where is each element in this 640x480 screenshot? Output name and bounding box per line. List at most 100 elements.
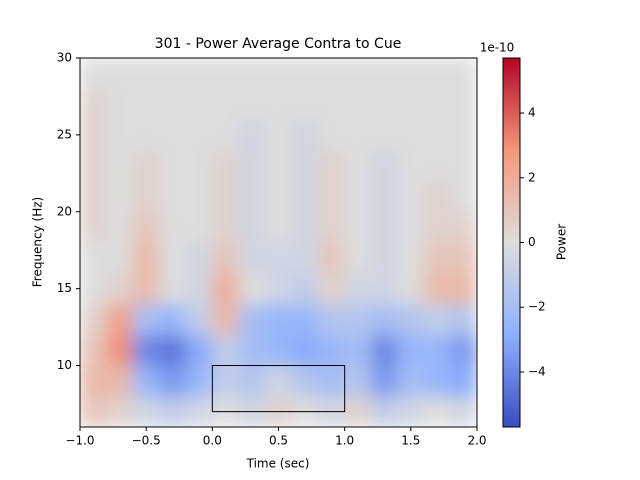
heatmap-cell <box>132 211 160 243</box>
heatmap-cell <box>132 365 160 397</box>
heatmap-cell <box>423 303 451 336</box>
heatmap-cell <box>264 365 293 397</box>
heatmap-cell <box>212 334 240 366</box>
heatmap-cell <box>423 365 451 397</box>
heatmap-cells <box>80 58 477 427</box>
heatmap-cell <box>397 303 425 336</box>
heatmap-cell <box>423 58 451 90</box>
heatmap-cell <box>397 88 425 120</box>
heatmap-cell <box>370 149 398 182</box>
x-tick-label: 2.0 <box>467 434 486 448</box>
heatmap-cell <box>397 149 425 182</box>
heatmap-cell <box>344 395 372 427</box>
heatmap-cell <box>344 365 372 397</box>
heatmap-cell <box>185 334 213 366</box>
heatmap-cell <box>344 334 372 366</box>
heatmap-cell <box>106 58 134 90</box>
heatmap-cell <box>291 365 319 397</box>
heatmap-cell <box>370 180 398 213</box>
heatmap-cell <box>132 272 160 305</box>
heatmap-cell <box>159 272 187 305</box>
heatmap-cell <box>159 365 187 397</box>
heatmap-cell <box>106 180 134 213</box>
heatmap-cell <box>106 242 134 274</box>
heatmap-cell <box>397 272 425 305</box>
colorbar-tick-label: 4 <box>528 106 536 120</box>
heatmap-cell <box>238 149 266 182</box>
heatmap-cell <box>132 334 160 366</box>
heatmap-cell <box>132 242 160 274</box>
heatmap-cell <box>159 119 187 151</box>
heatmap-cell <box>212 149 240 182</box>
heatmap-cell <box>80 180 107 213</box>
heatmap-cell <box>185 272 213 305</box>
heatmap-cell <box>264 149 293 182</box>
heatmap-cell <box>291 180 319 213</box>
heatmap-cell <box>291 88 319 120</box>
heatmap-cell <box>264 180 293 213</box>
heatmap-cell <box>423 395 451 427</box>
heatmap-cell <box>397 395 425 427</box>
heatmap-cell <box>80 58 107 90</box>
heatmap-cell <box>423 211 451 243</box>
heatmap-cell <box>423 334 451 366</box>
heatmap-cell <box>450 88 477 120</box>
heatmap-cell <box>397 242 425 274</box>
x-tick-label: 1.0 <box>335 434 354 448</box>
heatmap-cell <box>370 58 398 90</box>
heatmap-cell <box>344 303 372 336</box>
heatmap-cell <box>450 272 477 305</box>
heatmap-cell <box>264 58 293 90</box>
heatmap-cell <box>80 211 107 243</box>
heatmap-cell <box>291 211 319 243</box>
heatmap-cell <box>212 303 240 336</box>
heatmap-cell <box>450 211 477 243</box>
heatmap-cell <box>370 119 398 151</box>
heatmap-cell <box>132 58 160 90</box>
heatmap-cell <box>317 58 345 90</box>
heatmap-cell <box>212 365 240 397</box>
heatmap-cell <box>238 119 266 151</box>
heatmap-cell <box>185 149 213 182</box>
heatmap-cell <box>344 272 372 305</box>
heatmap-cell <box>397 58 425 90</box>
heatmap-cell <box>397 365 425 397</box>
heatmap-cell <box>317 180 345 213</box>
heatmap-cell <box>185 211 213 243</box>
heatmap-cell <box>370 365 398 397</box>
heatmap-cell <box>132 88 160 120</box>
heatmap-cell <box>159 334 187 366</box>
roi-box <box>211 365 346 413</box>
heatmap-cell <box>185 365 213 397</box>
heatmap-cell <box>423 180 451 213</box>
heatmap-cell <box>159 58 187 90</box>
heatmap-cell <box>106 395 134 427</box>
heatmap-cell <box>450 334 477 366</box>
heatmap-cell <box>317 242 345 274</box>
heatmap-cell <box>291 303 319 336</box>
heatmap-cell <box>185 88 213 120</box>
heatmap-cell <box>80 303 107 336</box>
heatmap-cell <box>450 119 477 151</box>
x-tick-label: 1.5 <box>401 434 420 448</box>
heatmap-cell <box>450 365 477 397</box>
heatmap-cell <box>80 395 107 427</box>
heatmap-cell <box>370 88 398 120</box>
heatmap-cell <box>238 242 266 274</box>
heatmap-cell <box>450 242 477 274</box>
heatmap-cell <box>423 149 451 182</box>
heatmap-cell <box>450 395 477 427</box>
heatmap-cell <box>159 149 187 182</box>
heatmap-cell <box>317 303 345 336</box>
x-axis-label: Time (sec) <box>246 457 310 471</box>
heatmap-cell <box>80 272 107 305</box>
heatmap-cell <box>291 149 319 182</box>
y-tick-label: 25 <box>57 127 72 141</box>
heatmap-cell <box>264 272 293 305</box>
heatmap-cell <box>159 303 187 336</box>
heatmap-cell <box>291 119 319 151</box>
heatmap-cell <box>238 88 266 120</box>
heatmap-cell <box>106 272 134 305</box>
heatmap-cell <box>450 58 477 90</box>
colorbar-offset: 1e-10 <box>480 41 515 55</box>
